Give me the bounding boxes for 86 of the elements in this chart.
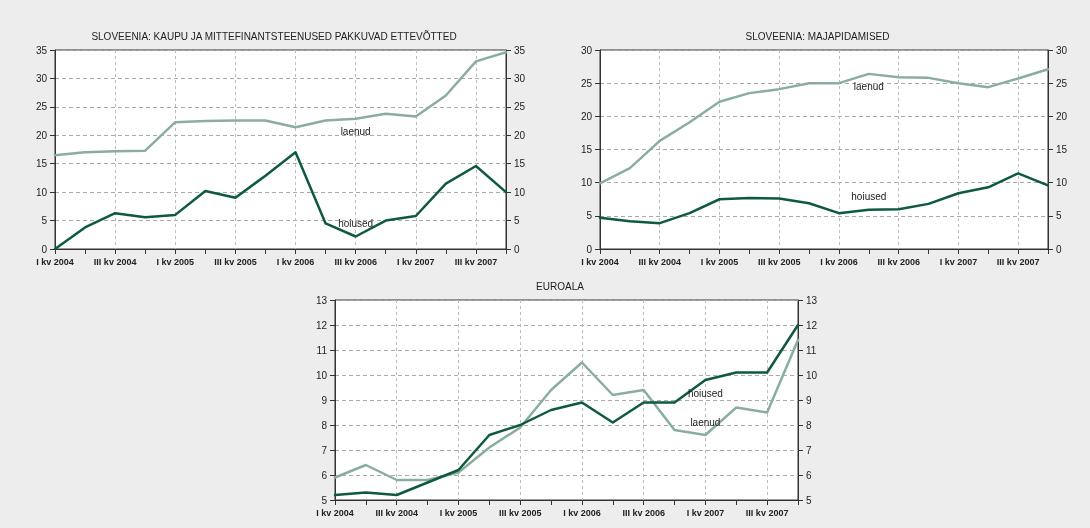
y-tick-label: 11 (316, 344, 328, 356)
series-label: hoiused (338, 217, 374, 229)
y2-tick-label: 9 (806, 394, 812, 406)
series-label: laenud (340, 126, 371, 138)
y2-tick-label: 7 (806, 444, 812, 456)
x-tick-label: III kv 2005 (757, 256, 801, 267)
y2-tick-label: 10 (806, 369, 818, 381)
y2-tick-label: 25 (514, 101, 526, 113)
series-label: hoiused (851, 191, 887, 203)
x-tick-label: I kv 2005 (439, 507, 478, 518)
x-tick-label: III kv 2007 (745, 507, 789, 518)
y2-tick-label: 6 (806, 469, 812, 481)
line-series (53, 51, 508, 157)
y-tick-label: 15 (35, 158, 48, 170)
y2-tick-label: 0 (1056, 243, 1062, 255)
x-tick-label: I kv 2005 (156, 256, 195, 267)
x-tick-label: III kv 2005 (498, 507, 542, 518)
y2-tick-label: 20 (1056, 110, 1068, 122)
x-tick-label: I kv 2005 (700, 256, 739, 267)
y2-tick-label: 5 (806, 494, 812, 506)
x-tick-label: III kv 2005 (214, 256, 257, 267)
chart-title: EUROALA (536, 280, 585, 292)
y2-tick-label: 30 (1056, 44, 1068, 56)
line-series (333, 338, 800, 482)
y2-tick-label: 20 (514, 129, 526, 141)
x-tick-label: I kv 2007 (686, 507, 725, 518)
y-tick-label: 5 (586, 210, 593, 222)
x-tick-label: I kv 2004 (316, 507, 354, 518)
x-tick-label: III kv 2007 (454, 256, 498, 267)
series-label: laenud (853, 81, 884, 93)
y-tick-label: 7 (321, 444, 328, 456)
y-tick-label: 15 (580, 144, 593, 155)
y-tick-label: 30 (35, 72, 48, 84)
y-tick-label: 10 (35, 186, 48, 198)
y-tick-label: 9 (321, 394, 328, 406)
line-series (598, 67, 1050, 185)
x-tick-label: I kv 2006 (276, 256, 315, 267)
y2-tick-label: 10 (1056, 177, 1068, 189)
y2-tick-label: 13 (806, 294, 818, 306)
y-tick-label: 30 (580, 44, 593, 56)
y2-tick-label: 0 (514, 243, 520, 255)
y-tick-label: 35 (35, 44, 48, 56)
y-tick-label: 25 (580, 77, 593, 89)
y2-tick-label: 30 (514, 72, 526, 84)
y2-tick-label: 12 (806, 319, 818, 331)
y-tick-label: 8 (321, 419, 328, 431)
y2-tick-label: 11 (806, 344, 817, 356)
y-tick-label: 20 (580, 110, 593, 122)
x-tick-label: III kv 2007 (996, 256, 1040, 267)
y-tick-label: 10 (580, 177, 593, 189)
y-tick-label: 5 (41, 215, 48, 227)
y2-tick-label: 15 (514, 158, 526, 170)
y2-tick-label: 15 (1056, 144, 1068, 155)
x-tick-label: III kv 2006 (334, 256, 377, 267)
y2-tick-label: 35 (514, 44, 526, 56)
x-tick-label: I kv 2006 (563, 507, 601, 518)
x-tick-label: III kv 2004 (638, 256, 682, 267)
x-tick-label: III kv 2006 (877, 256, 920, 267)
y-tick-label: 0 (586, 243, 593, 255)
line-series (333, 323, 800, 497)
y-tick-label: 25 (35, 101, 48, 113)
x-tick-label: I kv 2004 (581, 256, 619, 267)
y-tick-label: 20 (35, 129, 48, 141)
y-tick-label: 5 (321, 494, 328, 506)
y2-tick-label: 25 (1056, 77, 1068, 89)
y2-tick-label: 10 (514, 186, 526, 198)
y2-tick-label: 5 (1056, 210, 1062, 222)
line-series (598, 172, 1050, 225)
chart-title: SLOVEENIA: MAJAPIDAMISED (745, 30, 890, 42)
y-tick-label: 13 (315, 294, 328, 306)
x-tick-label: I kv 2007 (397, 256, 435, 267)
x-tick-label: III kv 2006 (622, 507, 665, 518)
series-label: hoiused (687, 387, 723, 399)
x-tick-label: I kv 2006 (820, 256, 858, 267)
y2-tick-label: 8 (806, 419, 812, 431)
x-tick-label: I kv 2007 (939, 256, 978, 267)
y-tick-label: 12 (315, 319, 328, 331)
chart-title: SLOVEENIA: KAUPU JA MITTEFINANTSTEENUSED PAKKUVAD ETTEVÕTTED (91, 29, 457, 42)
y-tick-label: 10 (315, 369, 328, 381)
x-tick-label: I kv 2004 (36, 256, 74, 267)
y-tick-label: 0 (41, 243, 48, 255)
y2-tick-label: 5 (514, 215, 520, 227)
y-tick-label: 6 (321, 469, 328, 481)
series-label: laenud (690, 416, 721, 428)
x-tick-label: III kv 2004 (375, 507, 419, 518)
x-tick-label: III kv 2004 (93, 256, 137, 267)
